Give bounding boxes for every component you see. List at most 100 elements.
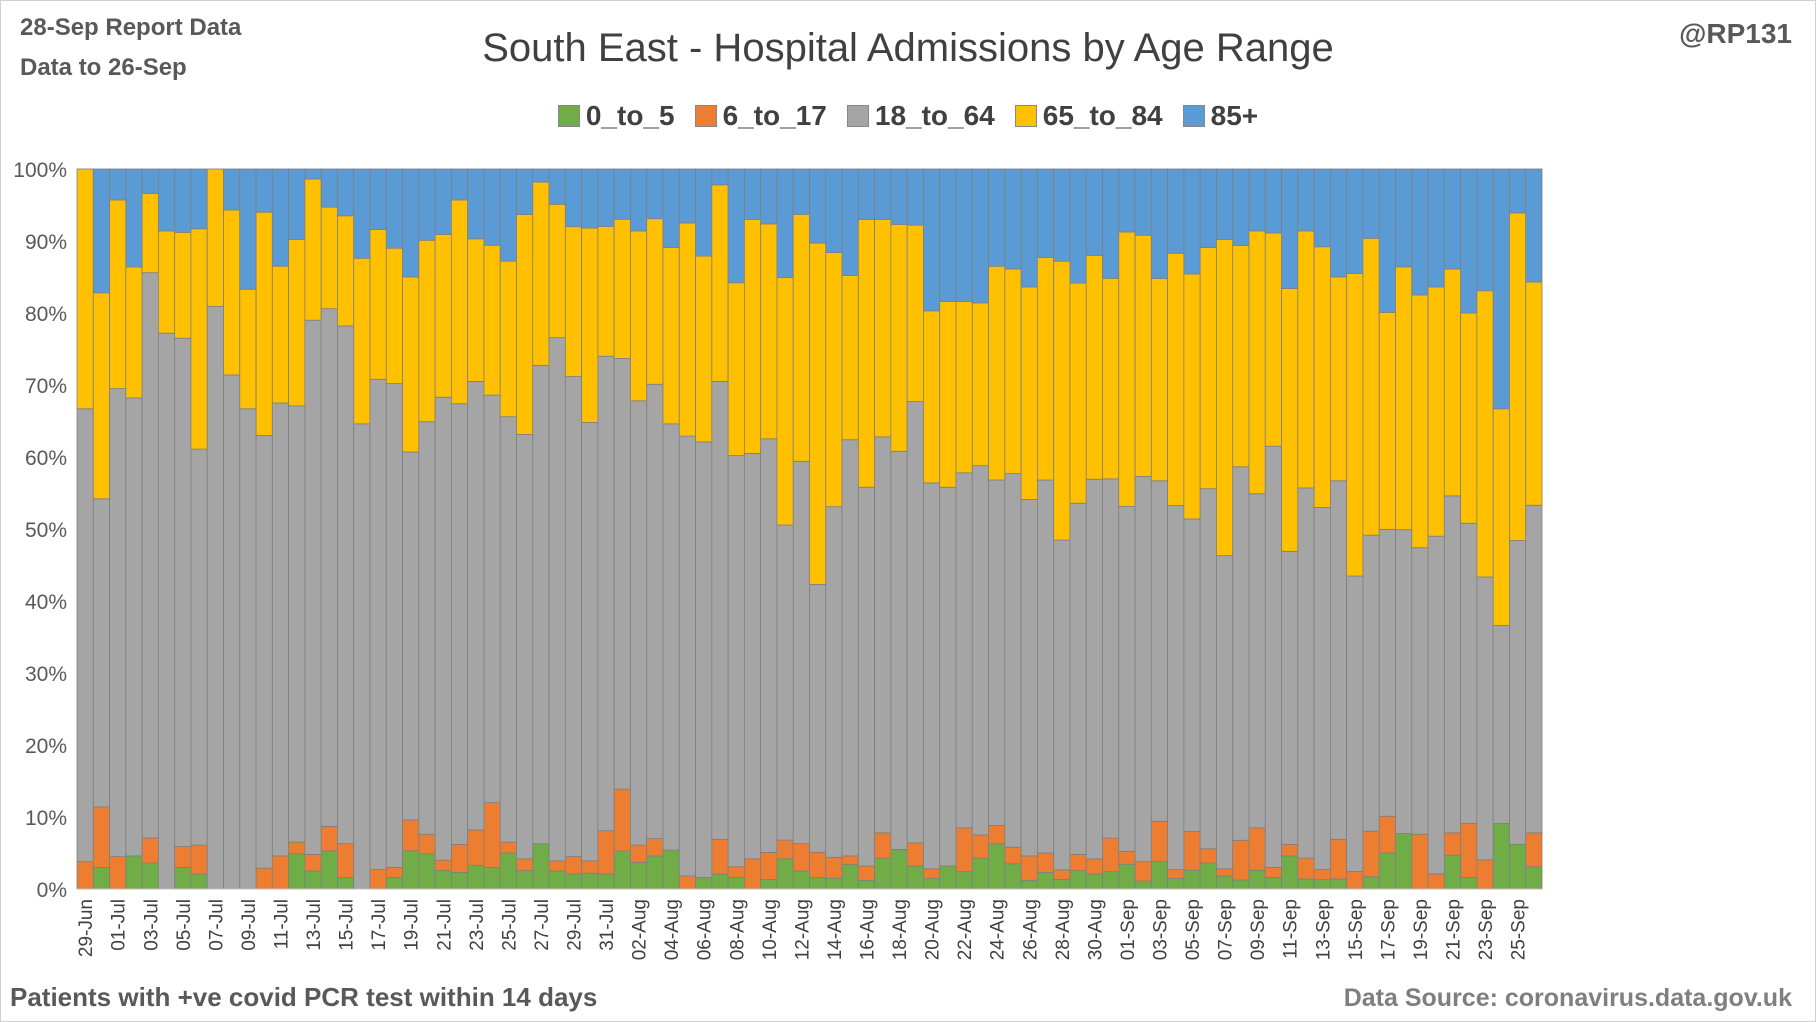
bar-segment-0-to-5: [647, 856, 663, 889]
bar-segment-6-to-17: [142, 838, 158, 863]
bar-segment-85-: [1428, 169, 1444, 287]
x-tick-label: 17-Jul: [369, 899, 390, 951]
bar-segment-65-to-84: [93, 293, 109, 499]
bar-segment-18-to-64: [956, 473, 972, 828]
x-tick-label: 18-Aug: [890, 899, 911, 960]
bar-segment-65-to-84: [354, 258, 370, 424]
bar-segment-0-to-5: [1444, 855, 1460, 889]
bar-segment-18-to-64: [175, 338, 191, 846]
x-tick-label: 02-Aug: [630, 899, 651, 960]
bar-segment-85-: [370, 169, 386, 229]
bar-segment-85-: [517, 169, 533, 215]
bar-segment-18-to-64: [93, 499, 109, 807]
bar-segment-85-: [1151, 169, 1167, 278]
x-tick-label: 31-Jul: [597, 899, 618, 951]
x-tick-label: 16-Aug: [857, 899, 878, 960]
bar-segment-18-to-64: [468, 381, 484, 830]
bar-segment-65-to-84: [777, 278, 793, 525]
bar-segment-18-to-64: [517, 434, 533, 858]
bar-segment-0-to-5: [972, 858, 988, 889]
bar-segment-65-to-84: [1493, 409, 1509, 626]
bar-segment-65-to-84: [1314, 247, 1330, 508]
bar-segment-18-to-64: [1135, 476, 1151, 861]
y-tick-label: 90%: [25, 231, 67, 254]
bar-segment-18-to-64: [533, 365, 549, 843]
bar-segment-0-to-5: [1233, 880, 1249, 889]
bar-segment-18-to-64: [647, 384, 663, 838]
bar-segment-65-to-84: [142, 193, 158, 272]
bar-segment-85-: [484, 169, 500, 245]
bar-segment-85-: [744, 169, 760, 219]
bar-segment-85-: [858, 169, 874, 219]
bar-segment-6-to-17: [468, 830, 484, 865]
bar-segment-85-: [110, 169, 126, 200]
bar-segment-0-to-5: [337, 877, 353, 889]
bar-segment-65-to-84: [989, 266, 1005, 480]
bar-segment-0-to-5: [565, 874, 581, 889]
x-tick-label: 09-Sep: [1248, 899, 1269, 960]
bar-segment-65-to-84: [1396, 267, 1412, 530]
bar-segment-18-to-64: [1151, 481, 1167, 822]
bar-segment-18-to-64: [663, 424, 679, 850]
bar-segment-6-to-17: [517, 859, 533, 871]
bar-segment-0-to-5: [1054, 879, 1070, 889]
bar-segment-65-to-84: [272, 266, 288, 403]
bar-segment-6-to-17: [175, 847, 191, 868]
bar-segment-18-to-64: [1265, 446, 1281, 867]
x-tick-label: 14-Aug: [825, 899, 846, 960]
bar-segment-85-: [1103, 169, 1119, 278]
bar-segment-65-to-84: [1216, 240, 1232, 556]
bar-segment-6-to-17: [989, 825, 1005, 843]
bar-segment-18-to-64: [1200, 489, 1216, 849]
bar-segment-0-to-5: [761, 880, 777, 889]
bar-segment-0-to-5: [598, 874, 614, 889]
x-tick-label: 20-Aug: [923, 899, 944, 960]
x-tick-label: 21-Jul: [434, 899, 455, 951]
x-tick-label: 05-Jul: [174, 899, 195, 951]
bar-segment-0-to-5: [777, 859, 793, 889]
bar-segment-85-: [549, 169, 565, 204]
bar-segment-0-to-5: [1151, 862, 1167, 889]
bar-segment-0-to-5: [289, 854, 305, 889]
bar-segment-18-to-64: [272, 403, 288, 856]
bar-segment-65-to-84: [1509, 213, 1525, 541]
bar-segment-18-to-64: [370, 379, 386, 869]
bar-segment-6-to-17: [761, 852, 777, 879]
x-tick-label: 24-Aug: [988, 899, 1009, 960]
bar-segment-6-to-17: [875, 833, 891, 858]
bar-segment-65-to-84: [435, 235, 451, 398]
bar-segment-18-to-64: [565, 377, 581, 857]
bar-segment-18-to-64: [1412, 548, 1428, 835]
x-tick-label: 01-Jul: [109, 899, 130, 951]
bar-segment-6-to-17: [1249, 828, 1265, 870]
bar-segment-0-to-5: [451, 872, 467, 889]
bar-segment-85-: [598, 169, 614, 227]
bar-segment-18-to-64: [810, 584, 826, 852]
bar-segment-65-to-84: [256, 212, 272, 435]
bar-segment-85-: [1330, 169, 1346, 277]
bar-segment-65-to-84: [1135, 235, 1151, 476]
x-tick-label: 19-Jul: [402, 899, 423, 951]
bar-segment-18-to-64: [549, 338, 565, 861]
bar-segment-18-to-64: [1021, 499, 1037, 855]
bar-segment-85-: [337, 169, 353, 216]
bar-segment-0-to-5: [403, 851, 419, 889]
bar-segment-18-to-64: [1493, 625, 1509, 823]
bar-segment-6-to-17: [191, 845, 207, 874]
x-tick-label: 06-Aug: [695, 899, 716, 960]
bar-segment-65-to-84: [842, 276, 858, 440]
bar-segment-85-: [1314, 169, 1330, 247]
bar-segment-0-to-5: [1330, 879, 1346, 889]
y-tick-label: 30%: [25, 663, 67, 686]
bar-segment-18-to-64: [1509, 541, 1525, 845]
bar-segment-65-to-84: [891, 224, 907, 451]
bar-segment-85-: [696, 169, 712, 256]
bar-segment-85-: [630, 169, 646, 231]
bar-segment-0-to-5: [793, 871, 809, 889]
bar-segment-65-to-84: [1412, 295, 1428, 548]
bar-segment-65-to-84: [110, 200, 126, 389]
bar-segment-85-: [1054, 169, 1070, 261]
bar-segment-65-to-84: [1037, 258, 1053, 480]
bar-segment-18-to-64: [1168, 505, 1184, 869]
bar-segment-65-to-84: [565, 227, 581, 377]
